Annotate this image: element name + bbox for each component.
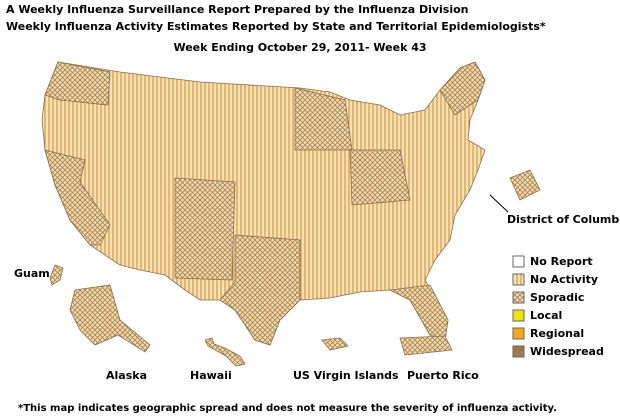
state (44, 149, 111, 246)
footnote: *This map indicates geographic spread an… (18, 403, 557, 414)
legend-label: No Activity (530, 273, 598, 286)
state (349, 149, 411, 206)
legend-label: Sporadic (530, 291, 584, 304)
legend-label: No Report (530, 255, 593, 268)
week-label: Week Ending October 29, 2011- Week 43 (173, 41, 426, 54)
puerto-rico (399, 335, 453, 356)
hawaii (204, 337, 246, 367)
alaska (69, 284, 151, 353)
region-label: Puerto Rico (407, 369, 479, 382)
legend: No Report No Activity Sporadic Local Reg… (512, 255, 604, 358)
legend-label: Local (530, 309, 562, 322)
region-label: Hawaii (190, 369, 232, 382)
dc-pointer (489, 194, 509, 213)
legend-swatch (512, 291, 525, 304)
us-map (41, 61, 541, 367)
title: A Weekly Influenza Surveillance Report P… (6, 3, 469, 16)
guam (49, 264, 64, 286)
state (439, 61, 486, 116)
legend-label: Regional (530, 327, 584, 340)
legend-swatch (512, 345, 525, 358)
state (44, 61, 111, 106)
state (388, 284, 449, 341)
region-label: District of Columbia (507, 213, 620, 226)
legend-swatch (512, 309, 525, 322)
legend-swatch (512, 255, 525, 268)
state (174, 177, 236, 281)
region-label: US Virgin Islands (293, 369, 399, 382)
region-label: Alaska (106, 369, 147, 382)
legend-swatch (512, 273, 525, 286)
legend-swatch (512, 327, 525, 340)
legend-label: Widespread (530, 345, 604, 358)
usvi (321, 337, 349, 351)
inset-dc (509, 169, 541, 201)
region-label: Guam (14, 267, 50, 280)
subtitle: Weekly Influenza Activity Estimates Repo… (6, 20, 546, 33)
state (219, 234, 301, 346)
